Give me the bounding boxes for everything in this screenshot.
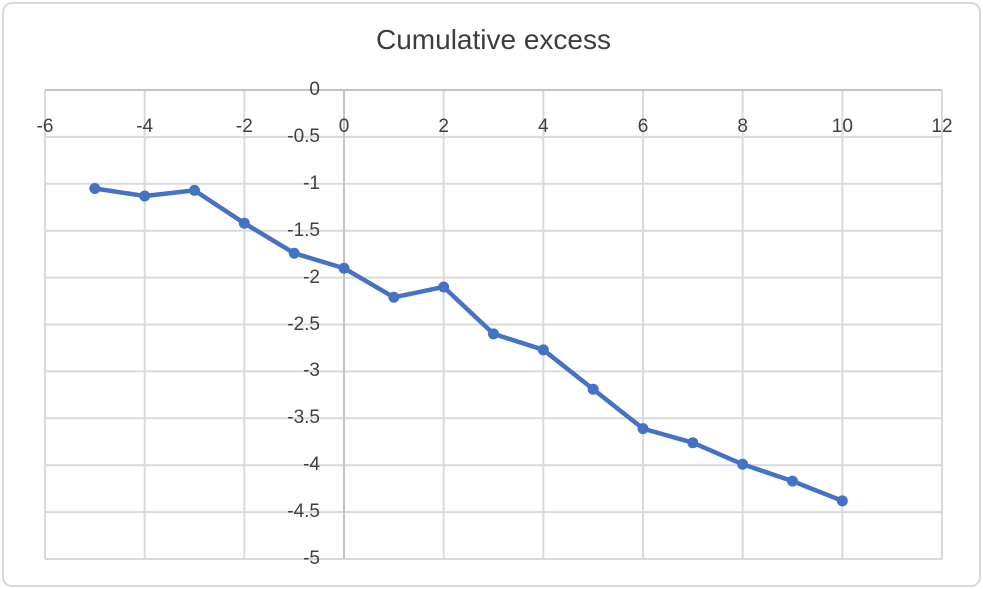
y-tick-label: -2 <box>303 266 320 288</box>
x-tick-label: -4 <box>136 116 154 137</box>
data-point-marker <box>388 291 400 303</box>
y-tick-label: -4.5 <box>287 501 320 523</box>
data-point-marker <box>537 344 549 356</box>
data-point-marker <box>338 262 350 274</box>
x-tick-label: -2 <box>235 116 253 137</box>
y-tick-label: 0 <box>309 79 320 100</box>
chart-title: Cumulative excess <box>376 24 611 55</box>
data-point-marker <box>89 182 101 194</box>
data-point-marker <box>737 458 749 470</box>
y-tick-label: -3 <box>303 360 320 382</box>
data-point-marker <box>139 190 151 202</box>
data-point-marker <box>687 437 699 449</box>
x-tick-label: 12 <box>931 116 953 137</box>
x-tick-label: 8 <box>737 116 748 137</box>
x-tick-label: 6 <box>637 116 649 137</box>
y-tick-label: -0.5 <box>287 125 320 147</box>
x-tick-label: 4 <box>538 116 549 137</box>
data-point-marker <box>238 217 250 229</box>
x-tick-label: -6 <box>36 116 54 137</box>
y-tick-label: -4 <box>303 454 320 476</box>
data-point-marker <box>488 328 499 340</box>
y-tick-label: -5 <box>303 548 320 569</box>
x-tick-label: 0 <box>338 116 350 137</box>
data-point-marker <box>587 383 599 395</box>
y-tick-label: -1.5 <box>287 219 320 241</box>
y-tick-label: -3.5 <box>287 407 320 429</box>
data-point-marker <box>438 281 450 293</box>
series-line <box>92 186 845 504</box>
data-point-marker <box>288 247 300 259</box>
data-point-marker <box>836 495 848 507</box>
x-tick-label: 2 <box>438 116 449 137</box>
data-point-marker <box>189 184 200 196</box>
data-point-marker <box>787 475 798 487</box>
data-point-marker <box>637 423 649 435</box>
x-tick-label: 10 <box>831 116 853 137</box>
y-tick-label: -1 <box>303 172 320 194</box>
y-tick-label: -2.5 <box>287 313 320 335</box>
